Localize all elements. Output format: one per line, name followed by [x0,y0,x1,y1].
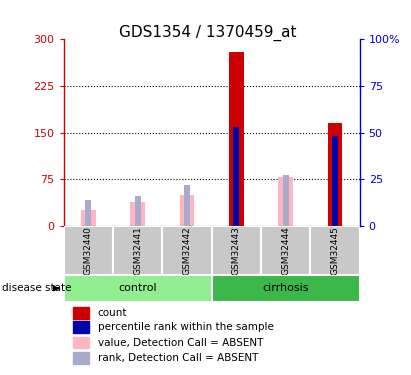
Text: cirrhosis: cirrhosis [262,284,309,293]
Text: disease state: disease state [2,284,72,293]
Bar [261,226,310,275]
Bar [229,52,244,226]
Bar [212,275,360,302]
Text: rank, Detection Call = ABSENT: rank, Detection Call = ABSENT [98,353,258,363]
Bar [81,210,96,226]
Bar [212,226,261,275]
Bar [180,195,194,226]
Bar [64,226,113,275]
Text: GSM32445: GSM32445 [330,226,339,275]
Bar [73,307,89,319]
Bar [113,226,162,275]
Bar [328,123,342,226]
Bar [162,226,212,275]
Bar [278,177,293,226]
Bar [85,200,91,226]
Text: control: control [118,284,157,293]
Bar [184,185,190,226]
Bar [73,352,89,364]
Bar [64,275,212,302]
Bar [332,136,338,226]
Text: GDS1354 / 1370459_at: GDS1354 / 1370459_at [119,24,296,40]
Bar [310,226,360,275]
Text: GSM32440: GSM32440 [84,226,93,275]
Text: value, Detection Call = ABSENT: value, Detection Call = ABSENT [98,338,263,348]
Bar [130,202,145,226]
Text: percentile rank within the sample: percentile rank within the sample [98,322,274,332]
Text: GSM32444: GSM32444 [281,226,290,275]
Bar [73,321,89,333]
Bar [135,196,141,226]
Text: GSM32441: GSM32441 [133,226,142,275]
Bar [73,337,89,348]
Bar [283,176,289,226]
Text: count: count [98,308,127,318]
Text: GSM32443: GSM32443 [232,226,241,275]
Text: GSM32442: GSM32442 [182,226,192,275]
Bar [233,127,239,226]
